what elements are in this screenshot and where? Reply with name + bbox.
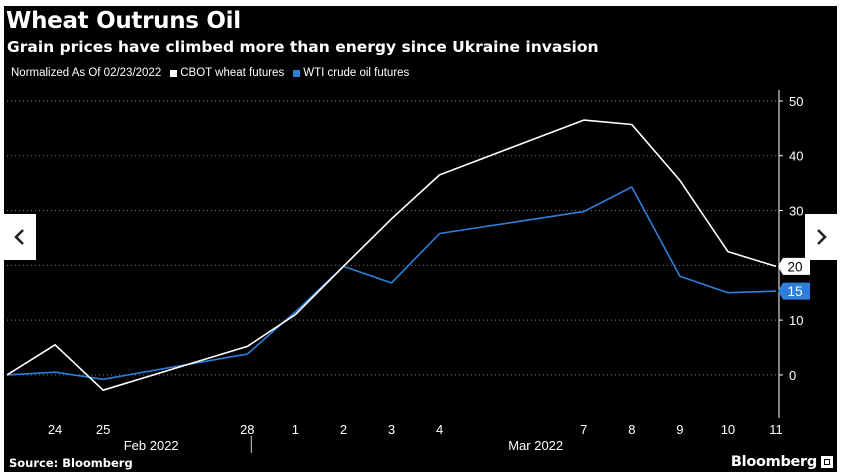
series-line-wheat — [6, 119, 777, 392]
x-tick-label: 7 — [580, 422, 587, 437]
source-note: Source: Bloomberg — [9, 456, 133, 470]
next-chart-button[interactable] — [805, 214, 837, 260]
y-tick-label: 50 — [789, 94, 803, 109]
previous-chart-button[interactable] — [4, 214, 36, 260]
y-tick-label: 10 — [789, 313, 803, 328]
last-value-label-oil: 15 — [787, 284, 802, 299]
x-tick-label: 3 — [388, 422, 395, 437]
x-tick-label: 24 — [48, 422, 62, 437]
x-tick-label: 25 — [96, 422, 110, 437]
x-tick-label: 1 — [292, 422, 299, 437]
legend-label-wheat: CBOT wheat futures — [180, 67, 285, 79]
x-tick-label: 28 — [240, 422, 254, 437]
chevron-left-icon — [14, 229, 24, 245]
series-line-oil — [6, 186, 777, 381]
chart-panel: 0 10 20 30 40 50 24 25 28 1 2 3 4 7 8 9 10 11 Feb 2022 Mar … — [4, 6, 837, 472]
x-tick-label: 2 — [340, 422, 347, 437]
legend: Normalized As Of 02/23/2022 CBOT wheat f… — [11, 67, 409, 79]
x-group-label: Feb 2022 — [124, 438, 179, 453]
y-tick-label: 30 — [789, 204, 803, 219]
brand-mark-icon — [821, 456, 833, 468]
x-tick-label: 8 — [628, 422, 635, 437]
x-tick-label: 9 — [676, 422, 683, 437]
brand-logo: Bloomberg — [731, 454, 833, 470]
last-value-label-wheat: 20 — [787, 259, 802, 274]
chevron-right-icon — [817, 229, 827, 245]
chart-title: Wheat Outruns Oil — [6, 8, 241, 34]
chart-subtitle: Grain prices have climbed more than ener… — [7, 38, 599, 56]
x-tick-label: 11 — [769, 422, 783, 437]
legend-label-oil: WTI crude oil futures — [303, 67, 410, 79]
x-group-label: Mar 2022 — [508, 438, 563, 453]
x-tick-label: 4 — [436, 422, 443, 437]
legend-note: Normalized As Of 02/23/2022 — [11, 67, 162, 79]
y-tick-label: 0 — [789, 368, 796, 383]
chart-canvas: 0 10 20 30 40 50 24 25 28 1 2 3 4 7 8 9 10 11 Feb 2022 Mar … — [6, 90, 810, 453]
last-value-tag-wheat — [778, 257, 810, 275]
y-tick-label: 40 — [789, 149, 803, 164]
legend-entry-oil: WTI crude oil futures — [293, 67, 409, 79]
brand-name: Bloomberg — [730, 454, 817, 470]
legend-entry-wheat: CBOT wheat futures — [170, 67, 284, 79]
last-value-tag-oil — [778, 282, 810, 300]
legend-swatch-oil — [293, 69, 301, 77]
legend-swatch-wheat — [170, 69, 178, 77]
x-tick-label: 10 — [721, 422, 735, 437]
